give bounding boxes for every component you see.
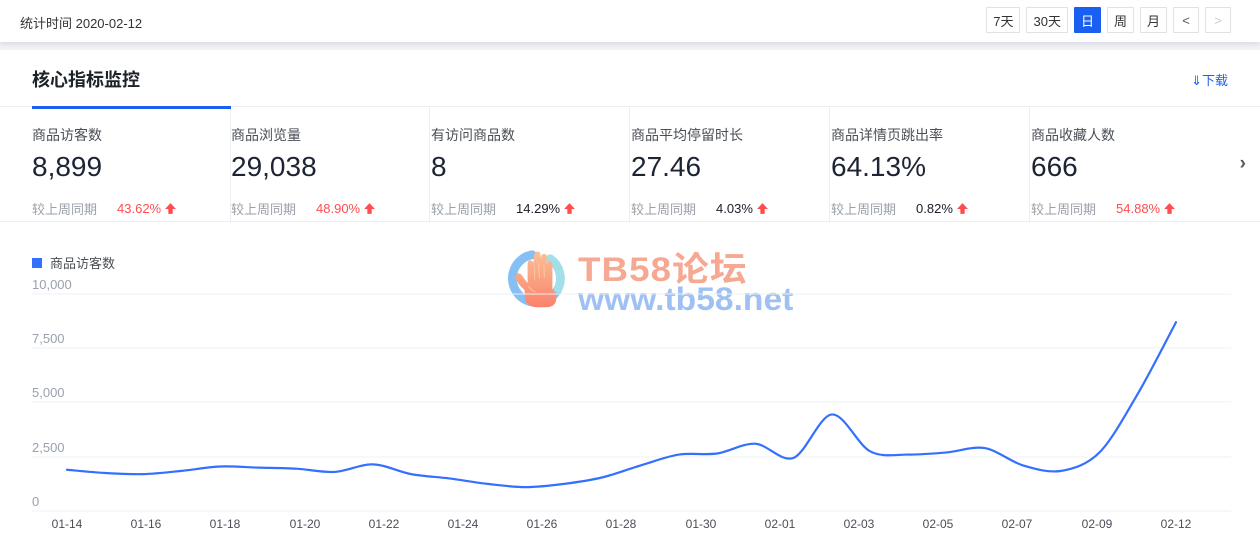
svg-text:02-09: 02-09 [1082, 517, 1113, 531]
svg-text:02-01: 02-01 [765, 517, 796, 531]
svg-text:01-28: 01-28 [606, 517, 637, 531]
svg-text:02-12: 02-12 [1161, 517, 1192, 531]
svg-text:02-05: 02-05 [923, 517, 954, 531]
svg-text:7,500: 7,500 [32, 331, 65, 346]
svg-text:01-20: 01-20 [290, 517, 321, 531]
svg-text:01-18: 01-18 [210, 517, 241, 531]
svg-text:01-22: 01-22 [369, 517, 400, 531]
svg-text:01-30: 01-30 [686, 517, 717, 531]
svg-text:02-07: 02-07 [1002, 517, 1033, 531]
svg-text:2,500: 2,500 [32, 440, 65, 455]
svg-text:01-16: 01-16 [131, 517, 162, 531]
svg-text:02-03: 02-03 [844, 517, 875, 531]
svg-text:01-24: 01-24 [448, 517, 479, 531]
svg-text:0: 0 [32, 494, 39, 509]
svg-text:10,000: 10,000 [32, 277, 72, 292]
svg-text:5,000: 5,000 [32, 385, 65, 400]
svg-text:01-26: 01-26 [527, 517, 558, 531]
svg-text:01-14: 01-14 [52, 517, 83, 531]
